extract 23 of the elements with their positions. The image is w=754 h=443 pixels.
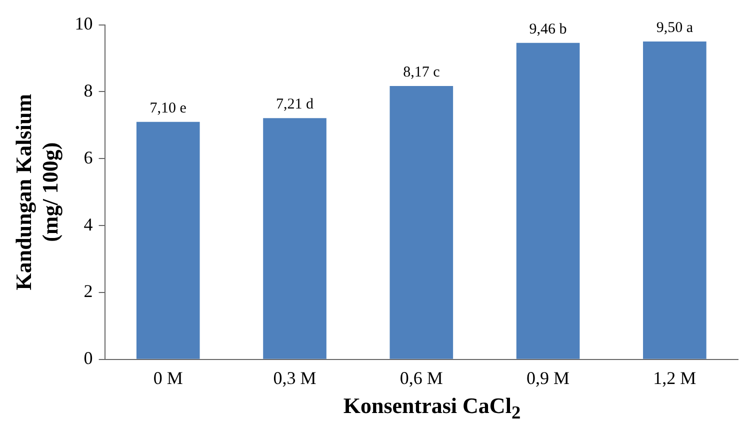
x-tick-label: 1,2 M: [653, 368, 696, 388]
data-label: 9,50 a: [656, 20, 694, 36]
y-tick-label: 4: [84, 214, 93, 234]
data-label: 7,21 d: [276, 96, 314, 113]
x-tick-label: 0 M: [153, 368, 183, 388]
data-label: 9,46 b: [529, 21, 567, 38]
y-tick-label: 10: [74, 14, 93, 34]
y-tick-label: 6: [84, 147, 93, 168]
x-tick-label: 0,3 M: [273, 368, 316, 388]
data-label: 8,17 c: [403, 64, 440, 80]
y-tick-label: 0: [84, 348, 93, 368]
y-tick-label: 2: [84, 281, 93, 302]
x-tick-label: 0,6 M: [400, 368, 443, 388]
bar: [390, 86, 454, 359]
bar: [136, 122, 200, 359]
bar: [263, 118, 326, 359]
bar: [643, 42, 706, 359]
bar: [516, 42, 580, 359]
y-axis-title: Kandungan Kalsium (mg/ 100g): [10, 94, 62, 290]
x-tick-label: 0,9 M: [526, 368, 570, 388]
x-axis-title: Konsentrasi CaCl$_{2}$: [342, 393, 522, 424]
data-label: 7,10 e: [150, 100, 187, 116]
y-tick-label: 8: [84, 80, 93, 100]
